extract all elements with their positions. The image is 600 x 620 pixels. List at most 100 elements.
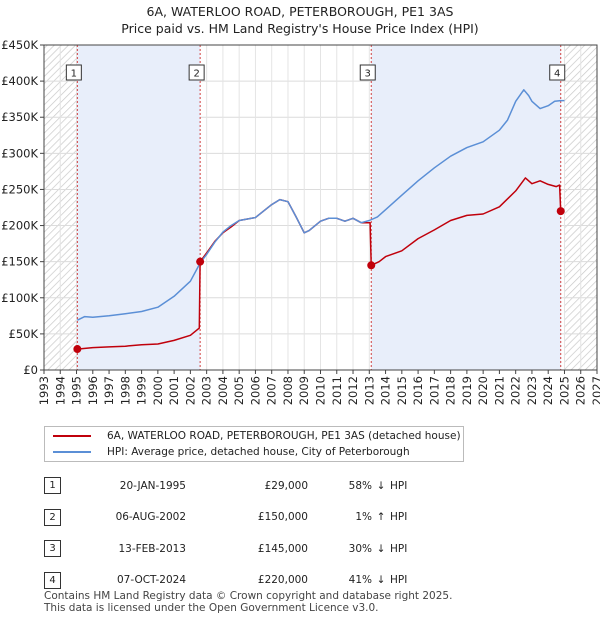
- x-tick-label: 2020: [476, 376, 490, 405]
- sale-1-box-label: 1: [71, 69, 77, 80]
- sale-hpi-percent: 41%: [348, 574, 372, 587]
- table-row: 1 20-JAN-1995 £29,000 58% ↓ HPI: [44, 470, 430, 502]
- x-tick-label: 2009: [297, 376, 311, 405]
- y-tick-label: £200K: [1, 219, 38, 233]
- sale-date: 13-FEB-2013: [118, 542, 186, 555]
- x-tick-label: 2004: [216, 376, 230, 405]
- price-chart: 1 2 3 4 £0 £50K £100K £150K £200K £250K £300K £350…: [1, 38, 600, 405]
- sale-price: £29,000: [264, 479, 308, 492]
- footer-copyright: Contains HM Land Registry data © Crown c…: [44, 590, 453, 602]
- x-tick-label: 2024: [541, 376, 555, 405]
- ownership-span: [371, 45, 561, 370]
- x-tick-label: 2008: [281, 376, 295, 405]
- sale-2-point: [196, 257, 205, 266]
- table-row: 2 06-AUG-2002 £150,000 1% ↑ HPI: [44, 502, 430, 534]
- series-hpi-line: [76, 89, 565, 321]
- x-tick-label: 1999: [135, 376, 149, 405]
- sale-hpi-arrow: ↓: [376, 542, 386, 555]
- x-tick-label: 2016: [411, 376, 425, 405]
- y-tick-label: £50K: [9, 327, 39, 341]
- x-tick-label: 2021: [492, 376, 506, 405]
- sale-hpi-label: HPI: [390, 574, 408, 587]
- y-tick-label: £450K: [1, 38, 38, 52]
- legend-swatch-hpi: [53, 451, 91, 453]
- legend-swatch-property: [53, 435, 91, 437]
- x-tick-label: 1993: [37, 376, 51, 405]
- legend-label-property: 6A, WATERLOO ROAD, PETERBOROUGH, PE1 3AS…: [107, 430, 461, 442]
- y-tick-label: £100K: [1, 291, 38, 305]
- sale-hpi-percent: 30%: [348, 542, 372, 555]
- ownership-span: [77, 45, 201, 370]
- chart-title: 6A, WATERLOO ROAD, PETERBOROUGH, PE1 3AS: [146, 4, 454, 19]
- sale-date: 07-OCT-2024: [117, 574, 186, 587]
- legend-item-property: 6A, WATERLOO ROAD, PETERBOROUGH, PE1 3AS…: [53, 429, 461, 443]
- sale-1-box: [65, 64, 82, 81]
- sale-date: 20-JAN-1995: [119, 479, 186, 492]
- x-tick-label: 2011: [330, 376, 344, 405]
- sale-price: £220,000: [257, 574, 308, 587]
- x-tick-label: 2003: [200, 376, 214, 405]
- chart-subtitle: Price paid vs. HM Land Registry's House …: [121, 21, 479, 36]
- sale-1-point: [73, 345, 82, 354]
- y-tick-label: £300K: [1, 146, 38, 160]
- x-tick-label: 2005: [232, 376, 246, 405]
- x-tick-label: 1998: [118, 376, 132, 405]
- x-tick-label: 2014: [379, 376, 393, 405]
- x-tick-label: 2000: [151, 376, 165, 405]
- x-tick-label: 2027: [590, 376, 600, 405]
- sale-3-box: [359, 64, 376, 81]
- x-tick-label: 2019: [460, 376, 474, 405]
- sale-3-point: [367, 261, 376, 270]
- sale-hpi-label: HPI: [390, 511, 408, 524]
- sales-table: 1 20-JAN-1995 £29,000 58% ↓ HPI 2 06-AUG…: [44, 470, 430, 596]
- footer-licence: This data is licensed under the Open Gov…: [44, 602, 379, 614]
- sale-marker-box: 2: [44, 508, 61, 526]
- sale-2-box: [188, 64, 205, 81]
- chart-legend: 6A, WATERLOO ROAD, PETERBOROUGH, PE1 3AS…: [44, 426, 464, 462]
- y-tick-label: £400K: [1, 74, 38, 88]
- sale-hpi-label: HPI: [390, 542, 408, 555]
- sale-4-box: [549, 64, 566, 81]
- legend-label-hpi: HPI: Average price, detached house, City…: [107, 446, 410, 458]
- table-row: 3 13-FEB-2013 £145,000 30% ↓ HPI: [44, 533, 430, 565]
- sale-date: 06-AUG-2002: [115, 511, 186, 524]
- x-tick-label: 1994: [53, 376, 67, 405]
- sale-hpi-arrow: ↓: [376, 574, 386, 587]
- sale-hpi-arrow: ↑: [376, 511, 386, 524]
- x-tick-label: 2026: [574, 376, 588, 405]
- y-tick-label: £250K: [1, 182, 38, 196]
- y-tick-label: £150K: [1, 255, 38, 269]
- x-tick-label: 2018: [444, 376, 458, 405]
- sale-2-box-label: 2: [193, 69, 199, 80]
- x-tick-label: 1995: [70, 376, 84, 405]
- x-tick-label: 2015: [395, 376, 409, 405]
- y-tick-label: £0: [23, 363, 38, 377]
- sale-hpi-percent: 1%: [355, 511, 372, 524]
- x-tick-label: 2017: [427, 376, 441, 405]
- sale-4-point: [556, 207, 565, 216]
- sale-hpi-label: HPI: [390, 479, 408, 492]
- sale-marker-box: 1: [44, 477, 61, 495]
- x-tick-label: 2006: [248, 376, 262, 405]
- sale-price: £150,000: [257, 511, 308, 524]
- sale-marker-box: 3: [44, 540, 61, 558]
- legend-item-hpi: HPI: Average price, detached house, City…: [53, 445, 410, 459]
- x-tick-label: 2013: [362, 376, 376, 405]
- sale-marker-box: 4: [44, 571, 61, 589]
- x-tick-label: 2022: [509, 376, 523, 405]
- x-tick-label: 2012: [346, 376, 360, 405]
- x-tick-label: 2023: [525, 376, 539, 405]
- sale-4-box-label: 4: [554, 69, 560, 80]
- sale-3-box-label: 3: [365, 69, 371, 80]
- x-tick-label: 2007: [265, 376, 279, 405]
- y-tick-label: £350K: [1, 110, 38, 124]
- sale-hpi-percent: 58%: [348, 479, 372, 492]
- table-row: 4 07-OCT-2024 £220,000 41% ↓ HPI: [44, 565, 430, 597]
- x-tick-label: 1997: [102, 376, 116, 405]
- x-tick-label: 2001: [167, 376, 181, 405]
- sale-price: £145,000: [257, 542, 308, 555]
- x-tick-label: 1996: [86, 376, 100, 405]
- sale-hpi-arrow: ↓: [376, 479, 386, 492]
- x-tick-label: 2025: [557, 376, 571, 405]
- x-tick-label: 2002: [183, 376, 197, 405]
